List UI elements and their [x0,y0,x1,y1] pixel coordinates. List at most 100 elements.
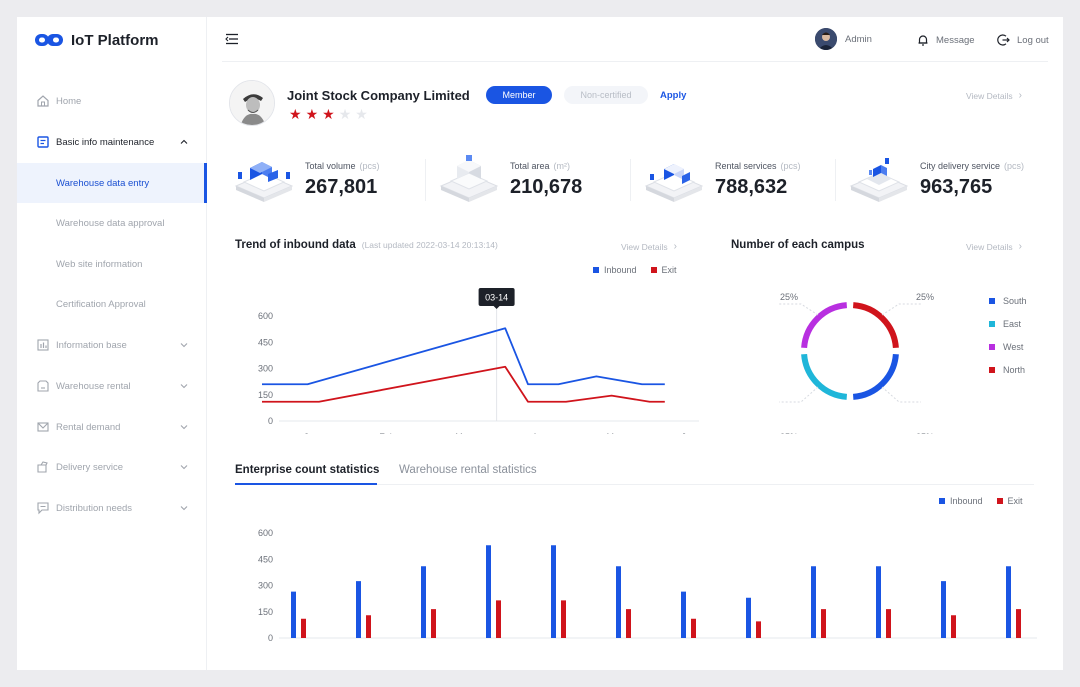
apply-link[interactable]: Apply [660,90,687,101]
tab-enterprise-count[interactable]: Enterprise count statistics [235,464,380,476]
y-tick-label: 150 [258,390,273,400]
sidebar-item-home[interactable]: Home [17,81,207,121]
trend-title: Trend of inbound data (Last updated 2022-… [235,239,498,251]
sidebar-item-information-base[interactable]: Information base [17,325,207,365]
sidebar-item-warehouse-data-approval[interactable]: Warehouse data approval [17,203,207,243]
donut-segment-west [801,302,848,349]
message-icon [37,502,49,515]
legend-swatch [989,320,995,327]
sidebar-item-label: Warehouse data entry [56,177,150,189]
warehouse-cube-icon [234,162,294,202]
bar-exit-dec [1016,609,1021,638]
stat-card: Total volume (pcs) 267,801 [232,152,432,207]
y-tick-label: 300 [258,364,273,374]
tooltip-box [478,288,515,306]
y-tick-label: 300 [258,581,273,591]
chevron-down-icon [180,506,188,511]
message-button[interactable]: Message [916,33,975,47]
legend-label: West [1003,341,1024,352]
sidebar-item-label: Information base [56,339,127,351]
delivery-icon [37,461,48,473]
company-view-details-link[interactable]: View Details › [966,90,1022,101]
chart-icon [37,339,49,351]
bar-inbound-sep [811,566,816,638]
chevron-right-icon: › [1018,241,1022,252]
menu-toggle-icon[interactable] [225,33,239,45]
sidebar-item-distribution-needs[interactable]: Distribution needs [17,488,207,528]
tab-warehouse-rental[interactable]: Warehouse rental statistics [399,464,537,476]
trend-view-details-link[interactable]: View Details › [621,241,677,252]
sidebar-item-label: Delivery service [56,461,124,473]
bar-inbound-may [551,545,556,638]
star-icon: ★ [305,106,319,122]
sidebar-item-delivery-service[interactable]: Delivery service [17,447,207,487]
logout-label: Log out [1017,34,1049,46]
bar-inbound-apr [486,545,491,638]
x-tick-label: Feb [379,432,395,434]
donut-percent-label: 25% [780,292,798,302]
area-cube-icon [439,155,499,202]
message-label: Message [936,34,975,46]
stat-divider [425,159,426,201]
bar-exit-jan [301,618,306,638]
campus-donut-chart: 25% 25% 25% 25% [779,292,934,434]
donut-segment-north [852,302,899,349]
y-tick-label: 600 [258,528,273,538]
legend-swatch [989,366,995,373]
bar-inbound-june [616,566,621,638]
y-tick-label: 150 [258,607,273,617]
active-tab-indicator [235,483,377,485]
admin-menu[interactable]: Admin [815,28,872,50]
stat-label: City delivery service (pcs) [920,161,1025,171]
tabs-baseline [235,484,1034,485]
campus-legend: South East West North [989,289,1027,381]
donut-leader-line [779,386,819,403]
sidebar: IoT Platform Home Basic info maintenance… [17,17,207,670]
stat-card: Total area (m²) 210,678 [437,152,637,207]
sidebar-item-label: Warehouse data approval [56,217,165,229]
sidebar-item-certification-approval[interactable]: Certification Approval [17,284,207,324]
x-tick-label: Jan [304,432,319,434]
logo[interactable]: IoT Platform [35,31,159,49]
stat-divider [630,159,631,201]
stat-value: 788,632 [715,176,788,198]
x-tick-label: Apr [532,432,546,434]
x-tick-label: Mar [455,432,471,434]
header-divider [222,61,1048,62]
sidebar-item-rental-demand[interactable]: Rental demand [17,407,207,447]
sidebar-item-warehouse-data-entry[interactable]: Warehouse data entry [17,163,207,203]
trend-legend: Inbound Exit [593,265,677,275]
sidebar-item-warehouse-rental[interactable]: Warehouse rental [17,366,207,406]
trend-updated: (Last updated 2022-03-14 20:13:14) [361,240,498,250]
bar-inbound-mar [421,566,426,638]
home-icon [37,95,49,107]
chevron-right-icon: › [673,241,677,252]
legend-item-exit: Exit [650,265,677,275]
star-icon: ★ [322,106,335,122]
bar-inbound-nov [941,581,946,638]
top-header: Admin Message Log out [207,17,1063,62]
logo-icon [35,33,65,47]
view-details-label: View Details [966,90,1013,101]
admin-label: Admin [845,33,872,45]
sidebar-item-label: Web site information [56,258,143,270]
sidebar-item-label: Certification Approval [56,298,146,310]
y-tick-label: 450 [258,337,273,347]
stat-value: 210,678 [510,176,583,198]
logout-icon [997,34,1010,46]
series-line-exit [262,365,665,403]
bar-exit-feb [366,615,371,638]
stat-label: Total area (m²) [510,161,571,171]
sidebar-item-label: Distribution needs [56,502,133,514]
campus-view-details-link[interactable]: View Details › [966,241,1022,252]
sidebar-item-web-site-information[interactable]: Web site information [17,244,207,284]
logout-button[interactable]: Log out [997,33,1049,47]
star-icon: ★ [289,106,302,122]
tooltip-label: 03-14 [485,293,508,303]
bar-exit-oct [886,609,891,638]
view-details-label: View Details [966,241,1013,252]
legend-item-inbound: Inbound [939,496,983,506]
sidebar-item-basic-info[interactable]: Basic info maintenance [17,122,207,162]
bar-exit-may [561,600,566,638]
legend-label: North [1003,364,1026,375]
